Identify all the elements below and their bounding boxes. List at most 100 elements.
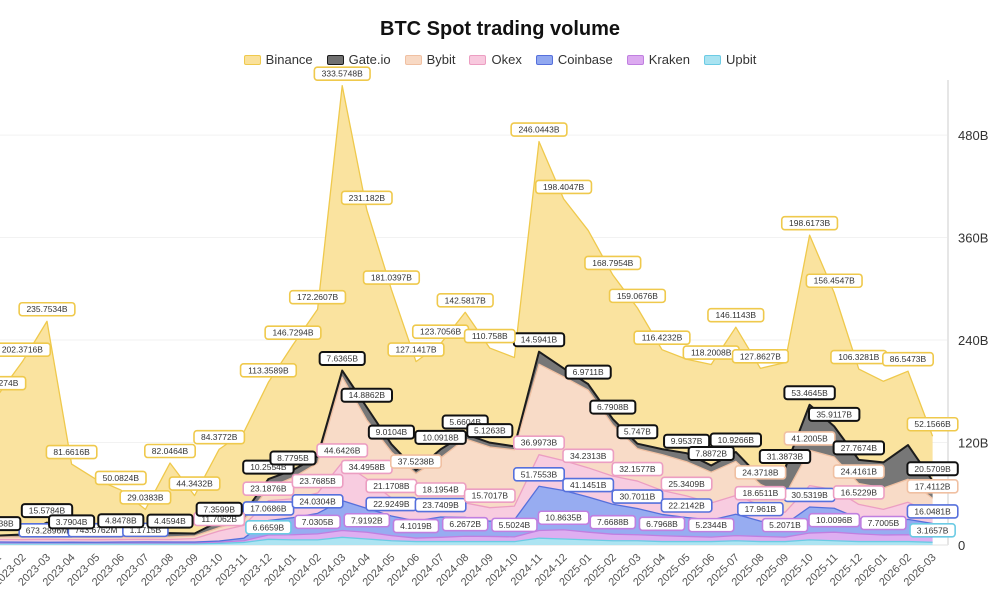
legend-swatch — [703, 54, 721, 65]
legend-item-kraken[interactable]: Kraken — [626, 52, 690, 67]
data-label-coinbase: 16.0481B — [906, 504, 959, 519]
data-label-gateio: 7.8872B — [687, 445, 735, 461]
data-label-text: 25.3409B — [668, 479, 705, 489]
data-label-okex: 18.6511B — [734, 485, 787, 501]
data-label-box — [731, 349, 790, 364]
legend-item-upbit[interactable]: Upbit — [703, 52, 756, 67]
data-label-text: 123.7056B — [420, 327, 461, 337]
data-label-text: 22.2142B — [668, 500, 705, 510]
data-label-box — [48, 514, 96, 530]
data-label-box — [441, 516, 489, 532]
data-labels: 6.6659B 3.1657B 7.0305B 7.9192B 4.1019B 6.267… — [0, 66, 959, 538]
legend-swatch — [626, 54, 644, 65]
data-label-box — [660, 498, 713, 513]
data-label-text: 37.5238B — [398, 457, 435, 467]
data-label-box — [195, 501, 243, 517]
data-label-text: 23.7685B — [299, 476, 336, 486]
data-label-coinbase: 17.0686B — [242, 501, 295, 516]
data-label-text: 24.4161B — [841, 467, 878, 477]
legend-item-gateio[interactable]: Gate.io — [326, 52, 391, 67]
data-label-text: 164.3274B — [0, 378, 19, 388]
data-label-text: 10.9266B — [718, 435, 755, 445]
data-label-binance: 142.5817B — [436, 292, 494, 308]
legend-item-coinbase[interactable]: Coinbase — [535, 52, 613, 67]
data-label-text: 32.1577B — [619, 464, 656, 474]
data-label-box — [264, 325, 322, 341]
data-label-text: 6.9711B — [573, 367, 604, 377]
data-label-box — [316, 443, 369, 458]
data-label-box — [367, 424, 415, 440]
data-label-binance: 202.3716B — [0, 342, 52, 357]
data-label-text: 27.7674B — [841, 443, 878, 453]
data-label-gateio: 27.7674B — [832, 440, 885, 456]
data-label-kraken: 7.6688B — [589, 514, 637, 530]
data-label-box — [832, 485, 885, 500]
data-label-box — [389, 454, 442, 469]
data-label-coinbase: 22.9249B — [365, 496, 418, 512]
data-label-text: 30.5319B — [791, 490, 828, 500]
legend-label: Okex — [491, 52, 522, 67]
data-label-text: 17.4112B — [915, 481, 951, 491]
data-label-text: 673.2896M — [26, 525, 69, 535]
data-label-text: 146.1143B — [716, 310, 757, 320]
data-label-okex: 44.6426B — [316, 443, 369, 458]
data-label-text: 86.5473B — [890, 354, 927, 364]
data-label-okex: 23.1876B — [242, 481, 295, 496]
data-label-box — [783, 385, 836, 401]
data-label-box — [245, 520, 292, 535]
data-label-text: 53.4645B — [791, 388, 828, 398]
legend-swatch — [404, 54, 422, 65]
data-label-text: 106.3281B — [838, 352, 879, 362]
data-label-text: 110.758B — [472, 331, 508, 341]
data-label-text: 1.1715B — [130, 525, 162, 535]
data-label-binance: 81.6616B — [45, 444, 98, 460]
data-label-text: 1.5438B — [0, 519, 14, 529]
data-label-text: 41.2005B — [791, 433, 828, 443]
data-label-text: 7.9192B — [351, 515, 383, 525]
y-tick-label: 240B — [958, 333, 988, 348]
legend-item-bybit[interactable]: Bybit — [404, 52, 455, 67]
data-label-box — [0, 516, 22, 532]
data-label-box — [761, 517, 809, 533]
data-label-box — [860, 515, 907, 531]
data-label-text: 20.5709B — [914, 464, 951, 474]
data-label-text: 198.4047B — [543, 182, 584, 192]
data-label-binance: 159.0676B — [608, 288, 667, 304]
data-label-gateio: 14.8862B — [340, 387, 394, 403]
data-label-box — [584, 255, 642, 271]
data-label-bybit: 24.3718B — [734, 465, 787, 480]
data-label-box — [611, 461, 664, 477]
data-label-gateio: 9.0104B — [367, 424, 415, 440]
data-label-text: 4.8478B — [105, 516, 137, 526]
data-label-text: 4.4594B — [154, 516, 186, 526]
data-label-box — [168, 476, 221, 491]
data-label-box — [491, 517, 538, 533]
legend-swatch — [326, 54, 344, 65]
data-label-box — [638, 516, 686, 532]
data-label-box — [783, 431, 836, 446]
data-label-text: 8.7795B — [277, 453, 309, 463]
legend: Binance Gate.io Bybit Okex Coinbase Kraken Upb… — [0, 52, 1000, 67]
data-label-text: 17.0686B — [250, 503, 287, 513]
data-label-text: 23.7409B — [422, 500, 459, 510]
data-label-text: 7.6365B — [326, 354, 358, 364]
data-label-text: 231.182B — [349, 193, 386, 203]
data-label-box — [687, 517, 735, 533]
data-label-text: 11.7062B — [201, 514, 237, 524]
data-label-text: 36.9973B — [521, 438, 558, 448]
data-label-box — [343, 512, 391, 528]
data-label-box — [18, 301, 76, 317]
legend-item-okex[interactable]: Okex — [469, 52, 522, 67]
data-label-binance: 84.3772B — [193, 429, 246, 445]
legend-item-binance[interactable]: Binance — [243, 52, 313, 67]
data-label-text: 113.3589B — [248, 365, 289, 375]
data-label-kraken: 5.5024B — [491, 517, 538, 533]
data-label-binance: 198.6173B — [780, 215, 839, 231]
data-label-box — [340, 387, 394, 403]
data-label-text: 51.7553B — [521, 469, 558, 479]
data-label-box — [616, 424, 659, 440]
data-label-gateio: 4.4594B — [146, 513, 194, 529]
data-label-text: 118.2008B — [691, 348, 732, 358]
data-label-text: 5.2071B — [769, 520, 801, 530]
